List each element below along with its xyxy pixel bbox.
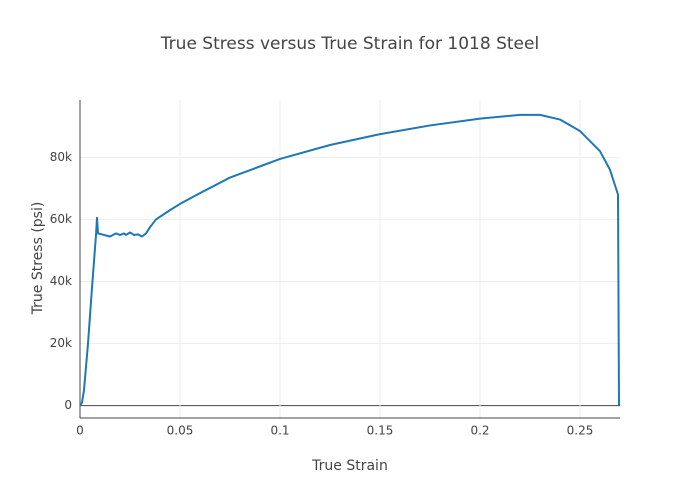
y-tick-label: 60k — [50, 212, 72, 226]
chart-title: True Stress versus True Strain for 1018 … — [160, 34, 539, 54]
y-tick-label: 80k — [50, 150, 72, 164]
x-tick-label: 0.15 — [367, 424, 394, 438]
x-tick-label: 0 — [76, 424, 84, 438]
y-axis-title: True Stress (psi) — [30, 202, 46, 316]
x-tick-label: 0.2 — [470, 424, 489, 438]
y-tick-label: 0 — [64, 398, 72, 412]
y-tick-label: 40k — [50, 274, 72, 288]
y-tick-label: 20k — [50, 336, 72, 350]
data-line — [79, 113, 620, 407]
x-tick-label: 0.1 — [270, 424, 289, 438]
x-tick-label: 0.05 — [167, 424, 194, 438]
x-tick-label: 0.25 — [567, 424, 594, 438]
x-axis-title: True Strain — [311, 458, 388, 474]
